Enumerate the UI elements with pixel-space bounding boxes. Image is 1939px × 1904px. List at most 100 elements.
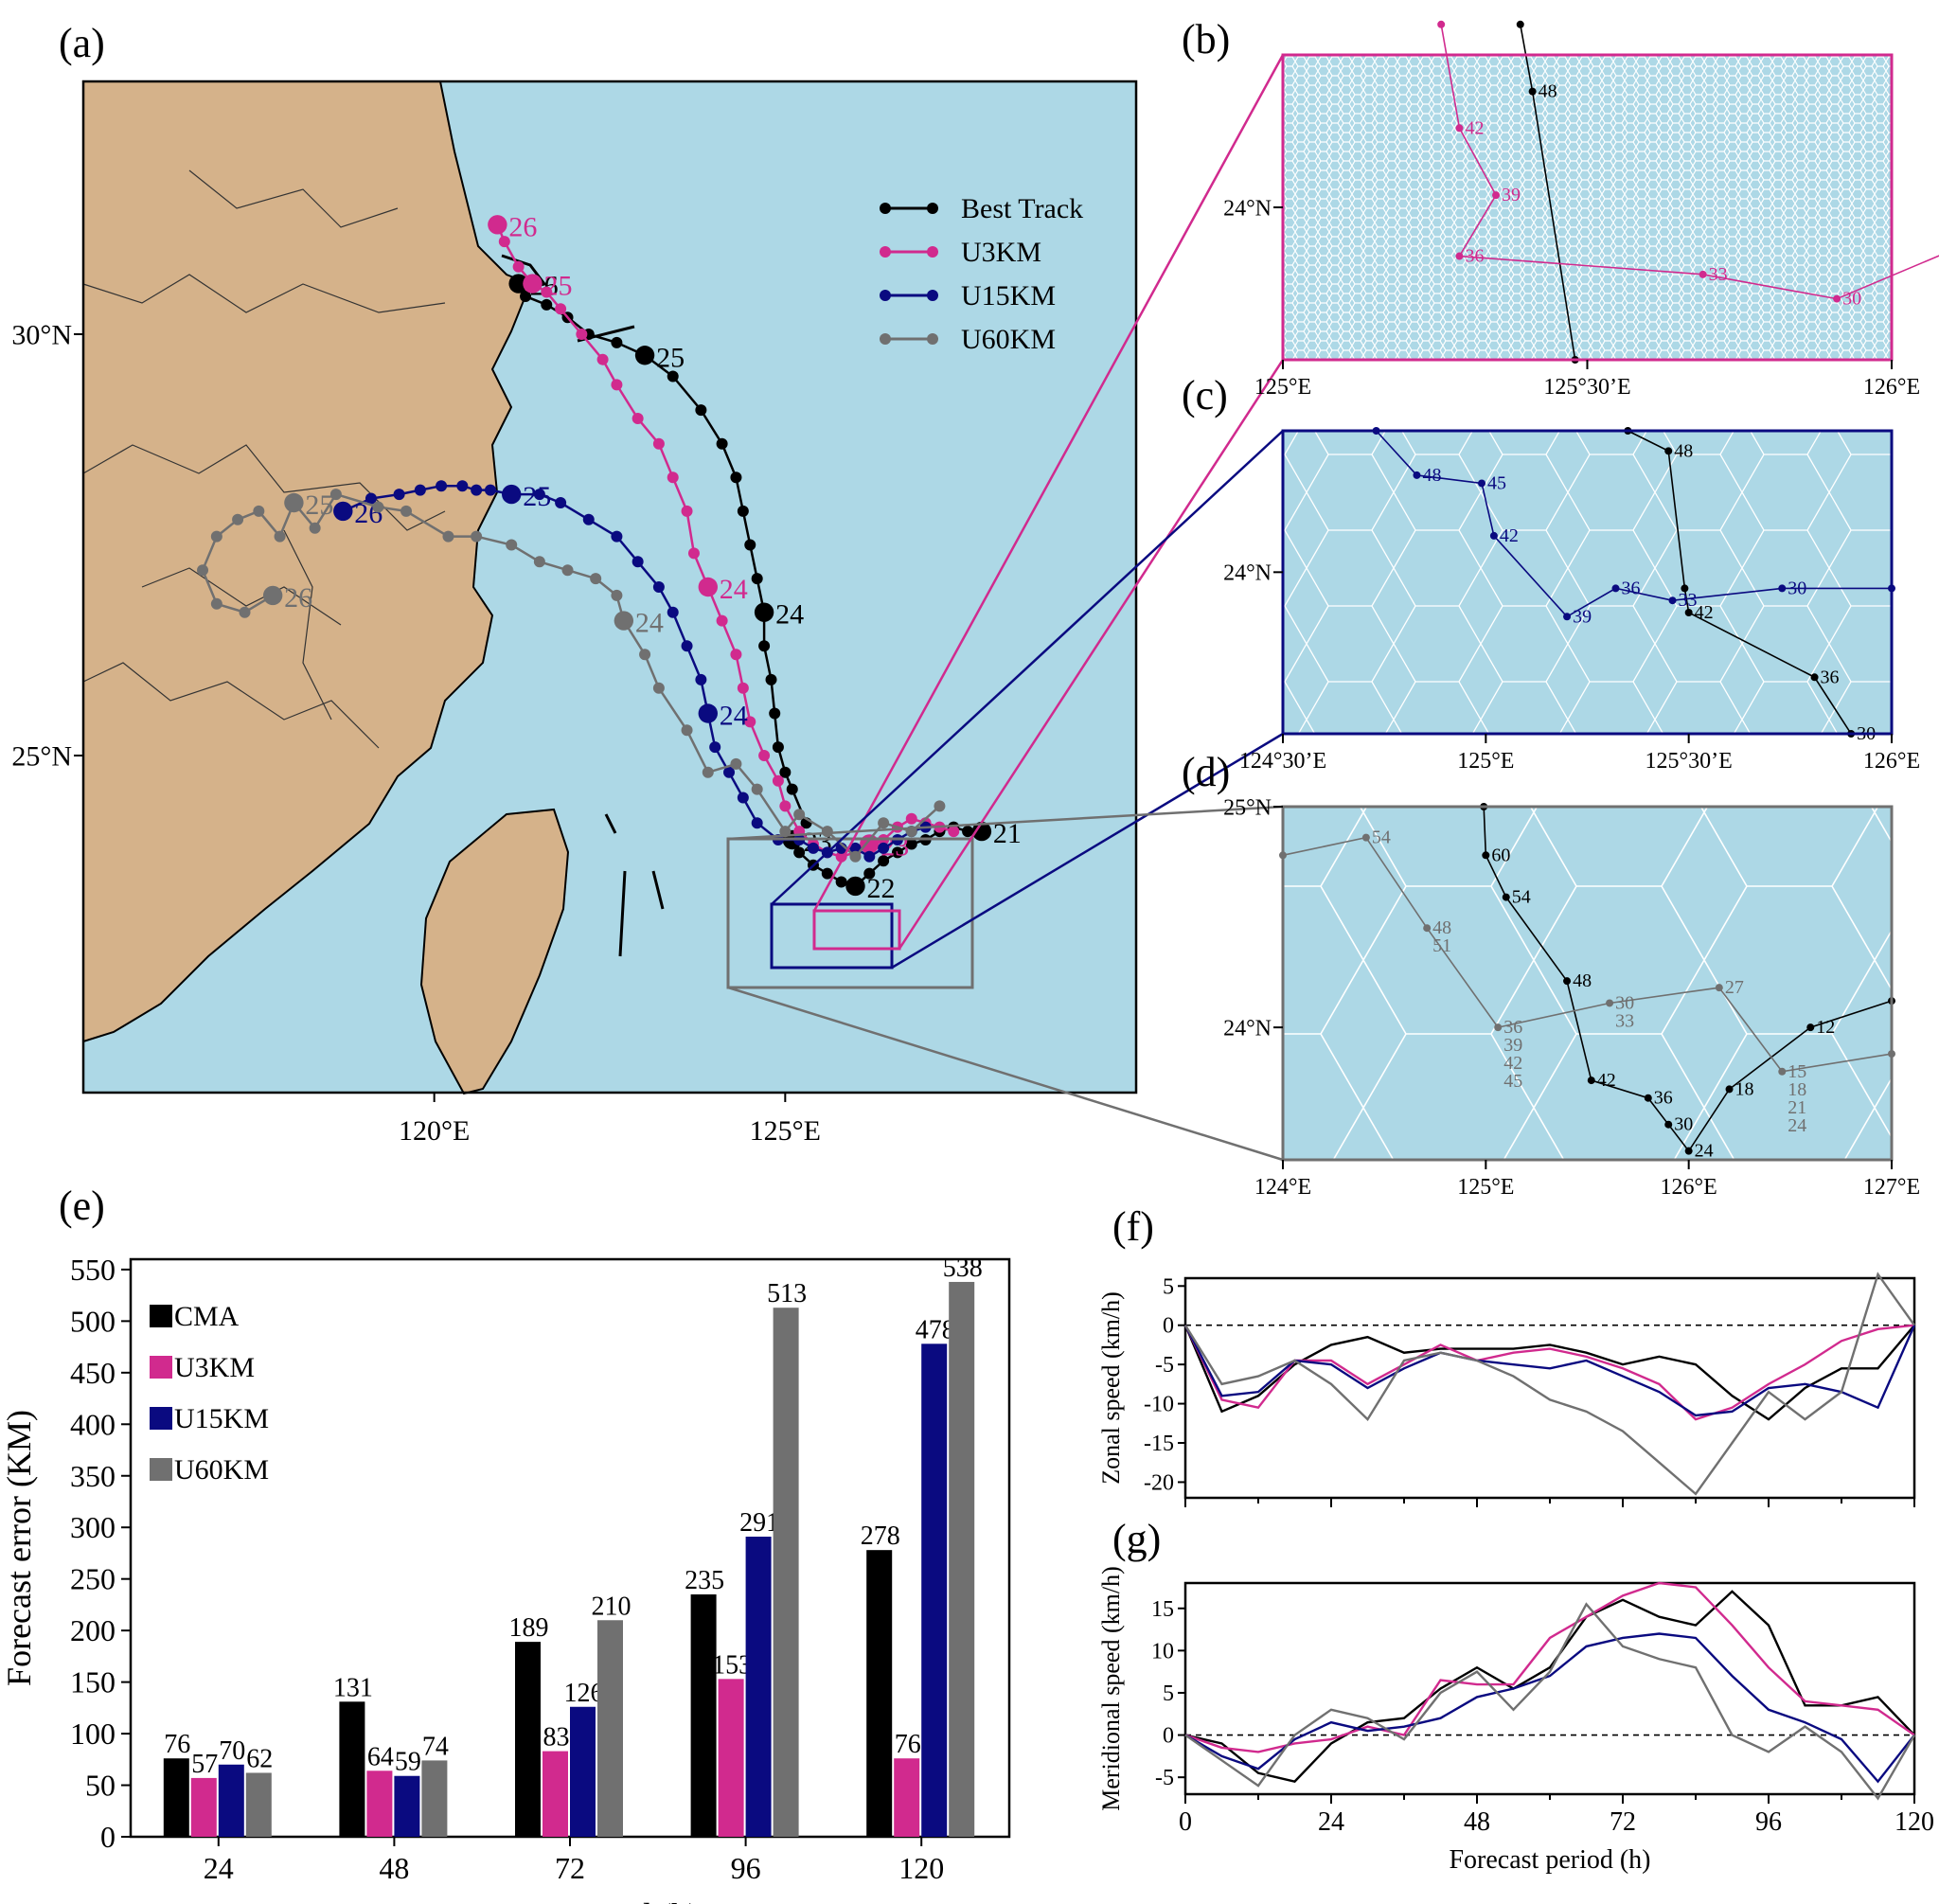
e-bar-cma-72 (515, 1642, 541, 1837)
b-track-label-u3km: 36 (1465, 246, 1484, 267)
e-bar-u15km-72 (570, 1706, 596, 1837)
a-track-point-best-track (520, 290, 532, 302)
a-track-point-u15km (681, 640, 693, 652)
g-xlabel: Forecast period (h) (1449, 1845, 1650, 1875)
a-track-point-u60km (614, 611, 634, 631)
c-track-label-u15km: 30 (1788, 578, 1806, 598)
map-d-axis-ticks: 124°E 125°E 126°E 127°E 24°N 25°N (1223, 795, 1920, 1200)
e-bar-cma-24 (163, 1758, 189, 1837)
panel-d-label: (d) (1182, 749, 1230, 795)
d-track-label-best-track: 12 (1816, 1017, 1835, 1038)
a-track-point-u60km (506, 539, 518, 551)
a-track-point-u60km (309, 522, 321, 534)
e-bar-label-cma-48: 131 (333, 1673, 373, 1702)
c-track-label-u15km: 39 (1573, 606, 1592, 627)
a-xtick-label-1: 125°E (750, 1115, 821, 1147)
legend-label-u15km: U15KM (961, 280, 1056, 311)
connector-b-top (812, 54, 1285, 912)
b-track-u3km: 42 39 36 33 30 (1437, 20, 1939, 310)
a-track-label-u60km: 24 (635, 608, 664, 639)
d-track-label-best-track: 18 (1735, 1078, 1754, 1099)
e-legend-swatch-u15km (150, 1407, 172, 1430)
a-track-point-best-track (758, 640, 771, 652)
d-track-point-best-track (1482, 851, 1490, 860)
e-xtick-label-3: 96 (731, 1851, 761, 1885)
f-line-u60km (1183, 1272, 1915, 1496)
b-track-point-u3km (1699, 270, 1707, 278)
panel-g-label: (g) (1112, 1516, 1161, 1562)
a-track-point-u15km (414, 484, 426, 496)
a-track-point-best-track (779, 766, 792, 778)
g-ytick-label-0: 15 (1151, 1597, 1174, 1622)
legend-entry-u3km: U3KM (880, 237, 1041, 268)
d-track-point-best-track (1684, 1147, 1693, 1155)
c-track-point-best-track (1681, 584, 1689, 593)
a-track-point-u3km (948, 826, 960, 838)
c-track-label-best-track: 36 (1821, 667, 1840, 687)
c-track-u15km: 48 45 42 39 36 33 30 (1372, 427, 1895, 627)
a-track-label-u15km: 24 (720, 701, 748, 732)
a-track-point-u60km (239, 606, 251, 618)
legend-label-u60km: U60KM (961, 324, 1056, 355)
g-ytick-label-4: -5 (1155, 1766, 1174, 1790)
b-track-point-u3km (1455, 124, 1464, 133)
legend-label-best-track: Best Track (961, 193, 1083, 224)
a-track-point-u15km (807, 842, 819, 854)
g-ylabel: Meridional speed (km/h) (1097, 1566, 1125, 1811)
a-track-point-best-track (744, 539, 756, 551)
e-bar-label-u15km-120: 478 (916, 1315, 955, 1344)
a-track-point-best-track (772, 741, 784, 754)
a-track-label-best-track: 24 (775, 599, 804, 631)
e-bar-label-cma-72: 189 (509, 1613, 549, 1643)
a-track-point-u15km (333, 501, 353, 522)
e-bar-u3km-96 (718, 1679, 744, 1837)
map-c-axis-ticks: 124°30’E 125°E 125°30’E 126°E 24°N (1223, 561, 1920, 774)
a-track-point-best-track (845, 876, 865, 897)
c-track-point-best-track (1684, 609, 1693, 616)
a-track-point-u60km (284, 492, 304, 513)
a-track-point-best-track (765, 673, 777, 685)
zoom-box-d (726, 837, 974, 989)
d-track-label-u60km: 15 18 21 24 (1788, 1061, 1806, 1136)
a-track-point-u3km (772, 774, 784, 787)
g-xtick-label-1: 24 (1318, 1807, 1344, 1837)
a-track-label-u60km: 26 (284, 582, 312, 614)
connector-c-top (771, 430, 1284, 905)
c-track-point-u15km (1778, 584, 1787, 593)
a-track-point-u3km (687, 547, 700, 560)
b-track-point-best-track (1516, 20, 1524, 28)
c-track-label-u15km: 33 (1679, 590, 1698, 611)
a-track-point-u15km (456, 480, 469, 492)
e-ytick-label-7: 350 (70, 1459, 116, 1493)
a-track-point-best-track (878, 855, 890, 867)
a-track-point-u60km (590, 573, 602, 585)
connector-b-bottom (898, 359, 1285, 950)
legend-marker-u3km (927, 246, 938, 258)
a-track-point-best-track (611, 336, 623, 348)
a-track-point-best-track (971, 821, 992, 842)
zoom-connectors (727, 54, 1285, 1162)
a-track-point-u60km (232, 513, 244, 525)
panel-e: (e) 0 50 100 150 200 250 300 350 400 450 500 550 24 7… (0, 1183, 1011, 1904)
d-track-label-best-track: 60 (1491, 845, 1510, 865)
e-ylabel: Forecast error (KM) (0, 1410, 38, 1686)
a-track-point-u60km (639, 649, 651, 661)
e-bar-u60km-24 (245, 1772, 272, 1837)
e-bar-label-u15km-24: 70 (219, 1736, 245, 1766)
map-b-tracks: 48 42 39 36 33 30 (1437, 20, 1939, 364)
d-track-label-u60km: 54 (1372, 827, 1391, 848)
a-track-label-u3km: 26 (508, 211, 537, 242)
a-track-point-u3km (698, 577, 718, 597)
b-xtick-label-0: 125°E (1254, 375, 1311, 400)
a-track-point-u60km (253, 505, 265, 517)
a-track-point-u60km (274, 530, 286, 543)
b-track-point-u3km (1833, 294, 1841, 303)
d-xtick-label-2: 126°E (1661, 1175, 1717, 1200)
a-track-point-best-track (737, 505, 749, 517)
a-track-point-u60km (730, 757, 742, 770)
a-track-point-u15km (751, 817, 763, 829)
a-track-point-u60km (372, 501, 384, 513)
e-ytick-label-1: 50 (85, 1769, 116, 1803)
